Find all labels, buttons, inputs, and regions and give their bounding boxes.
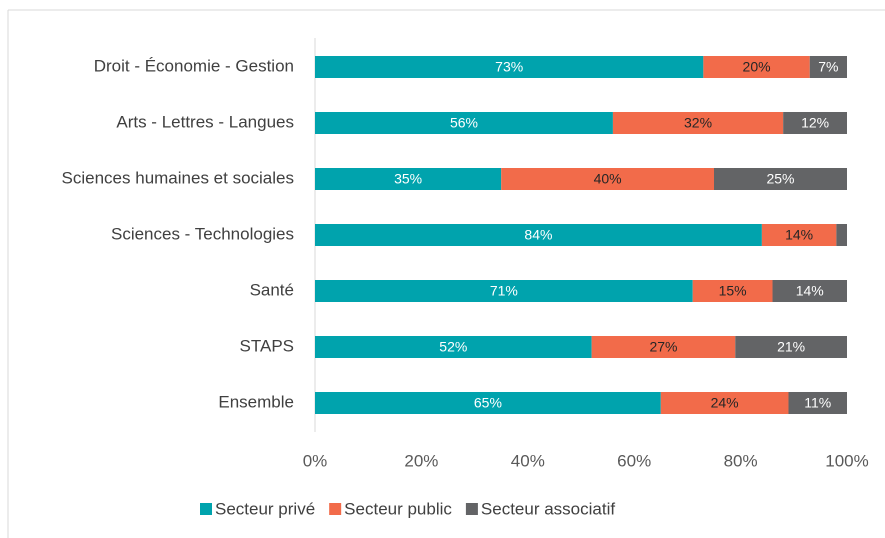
data-label: 12% xyxy=(801,115,829,131)
bar-segment xyxy=(612,112,784,134)
x-tick-label: 40% xyxy=(511,451,545,470)
bar-segment xyxy=(772,280,847,302)
data-label: 52% xyxy=(439,339,467,355)
bar-segment xyxy=(836,224,847,246)
bar-segment xyxy=(315,56,704,78)
data-label: 20% xyxy=(743,59,771,75)
bar-segment xyxy=(315,224,762,246)
data-label: 27% xyxy=(649,339,677,355)
data-label: 14% xyxy=(785,227,813,243)
bar-segment xyxy=(788,392,847,414)
data-label: 11% xyxy=(804,395,831,411)
data-label: 21% xyxy=(777,339,805,355)
data-label: 32% xyxy=(684,115,712,131)
data-label: 7% xyxy=(818,59,838,75)
bar-segment xyxy=(315,280,693,302)
legend-swatch xyxy=(329,503,342,515)
y-tick-label: Ensemble xyxy=(218,392,294,411)
bar-segment xyxy=(783,112,847,134)
bar-segment xyxy=(501,168,714,190)
bar-segment xyxy=(315,336,592,358)
data-label: 71% xyxy=(490,283,518,299)
bar-segment xyxy=(315,168,502,190)
y-tick-label: Santé xyxy=(250,280,294,299)
data-label: 25% xyxy=(766,171,794,187)
data-label: 84% xyxy=(524,227,552,243)
legend-swatch xyxy=(200,503,212,515)
x-tick-label: 0% xyxy=(303,451,328,470)
legend-swatch xyxy=(465,503,478,515)
bar-segment xyxy=(315,392,661,414)
bar-segment xyxy=(692,280,773,302)
data-label: 40% xyxy=(594,171,622,187)
data-label: 73% xyxy=(495,59,523,75)
data-label: 35% xyxy=(394,171,422,187)
y-tick-label: Sciences - Technologies xyxy=(111,224,294,243)
data-label: 14% xyxy=(796,283,824,299)
x-tick-label: 100% xyxy=(825,451,868,470)
legend-label: Secteur public xyxy=(344,499,452,518)
y-tick-label: Sciences humaines et sociales xyxy=(62,168,294,187)
bar-segment xyxy=(315,112,613,134)
data-label: 24% xyxy=(711,395,739,411)
bar-segment xyxy=(714,168,847,190)
bar-segment xyxy=(591,336,736,358)
data-label: 56% xyxy=(450,115,478,131)
bar-segment xyxy=(703,56,810,78)
x-tick-label: 20% xyxy=(404,451,438,470)
bar-segment xyxy=(660,392,789,414)
y-tick-label: Droit - Économie - Gestion xyxy=(94,56,294,75)
data-label: 65% xyxy=(474,395,502,411)
x-tick-label: 80% xyxy=(724,451,758,470)
bar-segment xyxy=(735,336,847,358)
legend-label: Secteur privé xyxy=(215,499,315,518)
y-tick-label: Arts - Lettres - Langues xyxy=(116,112,294,131)
y-tick-label: STAPS xyxy=(240,336,294,355)
bar-segment xyxy=(761,224,837,246)
legend-label: Secteur associatif xyxy=(481,499,615,518)
bar-segment xyxy=(809,56,847,78)
x-tick-label: 60% xyxy=(617,451,651,470)
data-label: 15% xyxy=(719,283,747,299)
